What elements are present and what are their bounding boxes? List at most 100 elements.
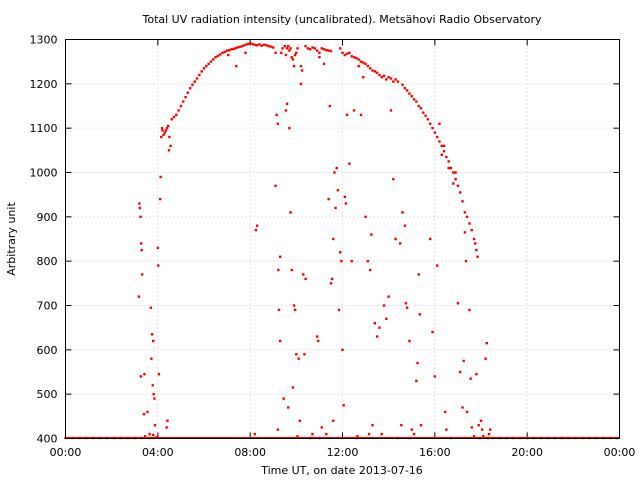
data-point xyxy=(327,49,330,52)
data-point xyxy=(143,435,147,438)
data-point xyxy=(304,44,307,48)
data-point xyxy=(246,42,250,46)
data-point xyxy=(283,44,286,48)
data-point xyxy=(472,237,476,241)
data-point xyxy=(207,62,210,66)
data-point xyxy=(313,47,316,50)
data-point xyxy=(166,419,169,422)
data-point xyxy=(172,115,176,119)
data-point xyxy=(151,384,154,387)
data-point xyxy=(287,406,290,409)
data-point xyxy=(280,51,283,54)
data-point xyxy=(366,259,370,263)
data-point xyxy=(440,144,443,148)
data-point xyxy=(465,215,469,219)
data-point xyxy=(412,98,416,101)
y-tick-label: 700 xyxy=(37,300,58,313)
data-point xyxy=(456,302,460,305)
data-point xyxy=(232,47,236,51)
data-point xyxy=(401,83,404,86)
data-point xyxy=(394,78,397,81)
data-point xyxy=(137,295,141,298)
data-point xyxy=(410,95,413,98)
data-point xyxy=(468,308,471,312)
data-point xyxy=(405,89,409,92)
data-point xyxy=(212,58,215,61)
data-point xyxy=(227,53,230,57)
data-point xyxy=(373,322,377,325)
data-point xyxy=(438,122,441,125)
data-point xyxy=(284,53,288,57)
data-point xyxy=(445,428,448,431)
data-point xyxy=(412,432,416,436)
data-point xyxy=(235,46,238,50)
data-point xyxy=(285,102,289,105)
x-tick-label: 00:00 xyxy=(604,446,636,459)
data-point xyxy=(216,54,220,58)
x-tick-label: 00:00 xyxy=(50,446,82,459)
data-point xyxy=(470,426,473,429)
data-point xyxy=(140,248,143,252)
data-point xyxy=(329,49,333,53)
data-point xyxy=(378,326,381,329)
data-point xyxy=(359,113,363,117)
data-point xyxy=(160,126,164,130)
data-point xyxy=(464,259,468,263)
data-point xyxy=(389,77,393,80)
y-tick-label: 800 xyxy=(37,255,58,268)
data-point xyxy=(295,353,298,356)
data-point xyxy=(235,64,238,68)
plot-frame xyxy=(65,39,620,439)
data-point xyxy=(193,80,196,83)
data-point xyxy=(140,242,143,245)
data-point xyxy=(158,197,162,201)
data-point xyxy=(161,129,164,132)
data-point xyxy=(362,75,365,79)
data-point xyxy=(485,341,488,345)
y-tick-label: 900 xyxy=(37,211,58,224)
data-point xyxy=(472,435,476,438)
data-point xyxy=(447,160,450,163)
data-point xyxy=(362,61,365,64)
data-point xyxy=(299,82,303,86)
data-point xyxy=(456,184,460,187)
data-point xyxy=(152,433,155,437)
data-point xyxy=(248,42,252,45)
data-point xyxy=(318,56,321,59)
data-point xyxy=(341,348,344,352)
data-point xyxy=(417,273,420,276)
data-point xyxy=(403,87,407,90)
data-point xyxy=(431,330,434,334)
y-tick-labels: 400 500 600 700 800 900 1000 1100 1200 1300 xyxy=(30,34,58,446)
x-tick-label: 16:00 xyxy=(419,446,451,459)
data-point xyxy=(298,419,301,422)
data-point xyxy=(289,47,292,50)
data-point xyxy=(293,308,297,312)
data-point xyxy=(387,75,390,79)
data-point xyxy=(292,304,296,307)
data-point xyxy=(162,133,165,137)
data-point xyxy=(306,47,310,50)
data-point xyxy=(253,432,256,436)
data-point xyxy=(334,206,337,210)
data-point xyxy=(170,118,173,121)
data-point xyxy=(296,435,299,438)
data-point xyxy=(369,268,372,272)
data-point xyxy=(343,53,347,57)
data-point xyxy=(429,122,432,125)
data-point xyxy=(332,419,335,422)
data-point xyxy=(417,104,420,108)
data-point xyxy=(480,428,484,431)
data-point xyxy=(188,87,192,90)
data-point xyxy=(276,122,280,125)
data-point xyxy=(371,69,374,72)
data-point xyxy=(182,100,185,103)
y-tick-label: 1200 xyxy=(30,78,58,91)
data-point xyxy=(278,339,282,343)
data-point xyxy=(405,306,409,309)
data-point xyxy=(143,373,146,376)
data-point xyxy=(475,373,478,376)
data-point xyxy=(330,277,334,281)
data-point xyxy=(352,109,356,112)
data-point xyxy=(364,215,367,219)
